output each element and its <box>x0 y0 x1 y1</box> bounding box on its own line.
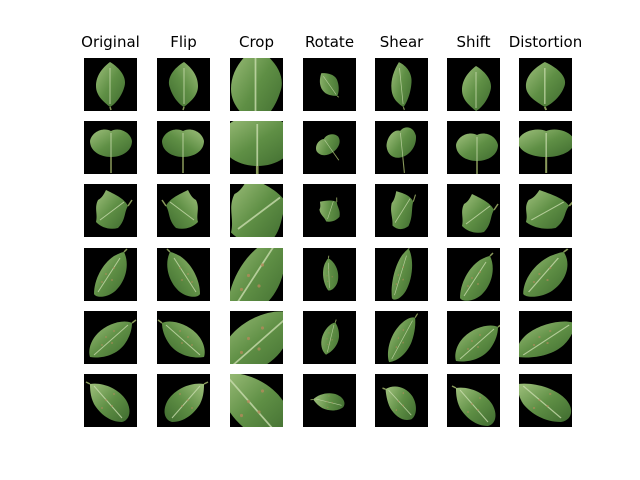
leaf-icon <box>319 197 340 222</box>
leaf-icon <box>230 248 283 301</box>
leaf-icon <box>451 385 496 426</box>
column-title-distortion: Distortion <box>508 33 583 51</box>
leaf-image-rotate-row-4 <box>303 248 356 301</box>
leaf-image-shift-row-6 <box>447 374 500 427</box>
leaf-icon <box>525 190 572 229</box>
leaf-icon <box>96 62 126 111</box>
leaf-icon <box>462 66 492 111</box>
leaf-icon <box>164 381 209 422</box>
leaf-icon <box>94 248 128 297</box>
leaf-icon <box>391 248 413 300</box>
leaf-icon <box>460 252 494 301</box>
leaf-icon <box>310 393 345 411</box>
leaf-image-shear-row-4 <box>375 248 428 301</box>
leaf-image-rotate-row-6 <box>303 374 356 427</box>
leaf-image-flip-row-2 <box>157 121 210 174</box>
leaf-icon <box>85 381 130 422</box>
leaf-icon <box>90 129 132 173</box>
leaf-icon <box>96 190 133 229</box>
leaf-icon <box>161 190 198 229</box>
leaf-icon <box>157 319 205 358</box>
leaf-image-crop-row-3 <box>230 184 283 237</box>
leaf-image-crop-row-1 <box>230 58 283 111</box>
leaf-icon <box>386 127 416 174</box>
leaf-image-crop-row-6 <box>230 374 283 427</box>
leaf-icon <box>166 248 200 297</box>
leaf-image-flip-row-1 <box>157 58 210 111</box>
leaf-image-shift-row-3 <box>447 184 500 237</box>
leaf-image-distortion-row-4 <box>519 248 572 301</box>
leaf-image-crop-row-4 <box>230 248 283 301</box>
leaf-image-crop-row-5 <box>230 311 283 364</box>
leaf-image-original-row-4 <box>84 248 137 301</box>
leaf-image-shift-row-4 <box>447 248 500 301</box>
leaf-icon <box>519 129 572 173</box>
leaf-icon <box>162 129 204 173</box>
leaf-icon <box>321 319 340 355</box>
leaf-icon <box>231 184 283 237</box>
leaf-image-distortion-row-1 <box>519 58 572 111</box>
leaf-icon <box>231 58 282 111</box>
leaf-icon <box>523 248 569 297</box>
leaf-image-original-row-2 <box>84 121 137 174</box>
leaf-icon <box>525 62 566 111</box>
leaf-icon <box>387 313 418 363</box>
leaf-image-original-row-3 <box>84 184 137 237</box>
leaf-image-rotate-row-3 <box>303 184 356 237</box>
leaf-image-shift-row-1 <box>447 58 500 111</box>
column-title-original: Original <box>81 33 140 51</box>
leaf-image-distortion-row-3 <box>519 184 572 237</box>
leaf-icon <box>519 321 572 358</box>
leaf-image-distortion-row-2 <box>519 121 572 174</box>
leaf-icon <box>462 194 499 233</box>
leaf-icon <box>391 62 412 111</box>
leaf-icon <box>519 383 572 422</box>
leaf-icon <box>230 121 283 174</box>
leaf-icon <box>89 319 137 358</box>
leaf-icon <box>168 62 198 111</box>
leaf-image-rotate-row-5 <box>303 311 356 364</box>
leaf-icon <box>455 324 500 362</box>
leaf-image-shift-row-2 <box>447 121 500 174</box>
leaf-icon <box>391 191 416 230</box>
leaf-image-original-row-6 <box>84 374 137 427</box>
leaf-image-rotate-row-1 <box>303 58 356 111</box>
leaf-image-shear-row-6 <box>375 374 428 427</box>
leaf-icon <box>319 73 340 98</box>
column-title-flip: Flip <box>170 33 197 51</box>
leaf-image-shift-row-5 <box>447 311 500 364</box>
leaf-icon <box>230 311 283 364</box>
column-title-rotate: Rotate <box>304 33 355 51</box>
leaf-image-distortion-row-6 <box>519 374 572 427</box>
leaf-image-original-row-1 <box>84 58 137 111</box>
leaf-image-flip-row-6 <box>157 374 210 427</box>
leaf-image-original-row-5 <box>84 311 137 364</box>
leaf-image-flip-row-4 <box>157 248 210 301</box>
leaf-image-shear-row-5 <box>375 311 428 364</box>
column-title-shift: Shift <box>456 33 491 51</box>
leaf-icon <box>456 133 498 174</box>
leaf-image-shear-row-1 <box>375 58 428 111</box>
leaf-icon <box>316 134 340 161</box>
leaf-icon <box>230 374 283 427</box>
leaf-image-crop-row-2 <box>230 121 283 174</box>
leaf-image-flip-row-5 <box>157 311 210 364</box>
leaf-image-rotate-row-2 <box>303 121 356 174</box>
leaf-image-shear-row-2 <box>375 121 428 174</box>
column-title-crop: Crop <box>238 33 274 51</box>
leaf-image-shear-row-3 <box>375 184 428 237</box>
leaf-icon <box>323 255 339 291</box>
column-title-shear: Shear <box>379 33 424 51</box>
leaf-image-distortion-row-5 <box>519 311 572 364</box>
leaf-image-flip-row-3 <box>157 184 210 237</box>
leaf-icon <box>382 386 416 420</box>
